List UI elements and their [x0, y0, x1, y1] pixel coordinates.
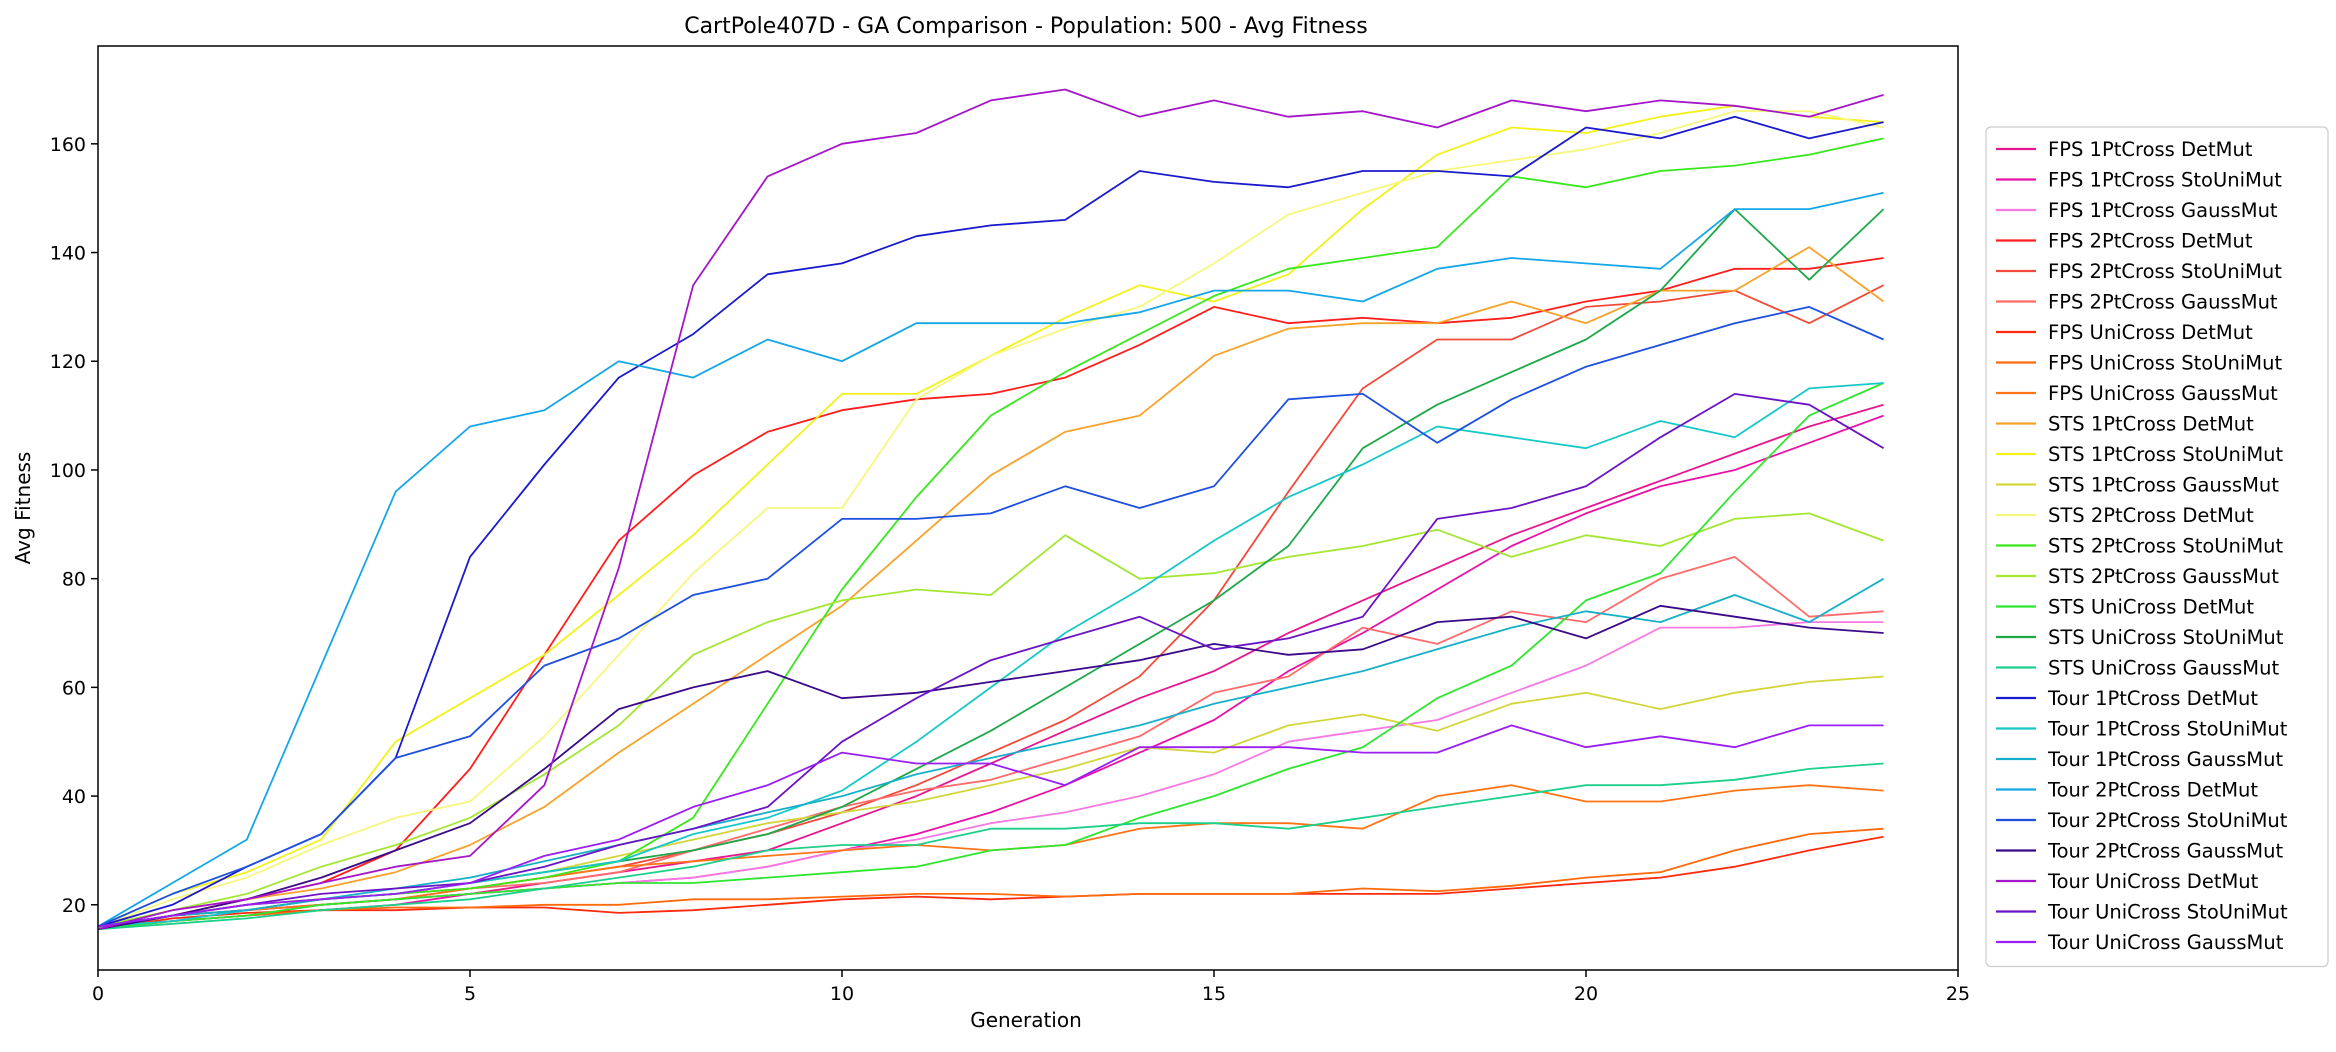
y-tick-label: 120	[50, 351, 86, 373]
series-line	[97, 284, 1885, 931]
series-line	[97, 382, 1884, 931]
series-line	[97, 191, 1884, 928]
x-tick-label: 5	[464, 983, 476, 1005]
legend-label: Tour 2PtCross GaussMut	[2047, 840, 2283, 863]
series-line	[97, 137, 1884, 931]
series-line	[97, 305, 1884, 928]
series-line	[97, 827, 1884, 931]
series-line	[97, 246, 1885, 931]
legend-label: FPS 2PtCross DetMut	[2048, 230, 2253, 253]
plot-area	[97, 88, 1885, 931]
series-line	[97, 110, 1884, 928]
y-tick-label: 20	[62, 895, 86, 917]
series-line	[97, 208, 1885, 928]
legend-label: FPS UniCross GaussMut	[2048, 382, 2278, 405]
series-line	[97, 392, 1885, 928]
legend-label: FPS 1PtCross DetMut	[2048, 138, 2253, 161]
legend-box	[1985, 126, 2329, 968]
legend-label: FPS UniCross DetMut	[2048, 321, 2253, 344]
legend-label: STS UniCross DetMut	[2048, 596, 2254, 619]
x-tick-label: 25	[1946, 983, 1970, 1005]
series-line	[97, 556, 1884, 928]
legend-label: STS 1PtCross StoUniMut	[2048, 443, 2284, 466]
legend-label: FPS 1PtCross GaussMut	[2048, 199, 2278, 222]
legend-label: Tour UniCross DetMut	[2047, 870, 2259, 893]
series-line	[97, 762, 1884, 931]
legend-label: STS UniCross StoUniMut	[2048, 626, 2284, 649]
series-line	[97, 835, 1884, 931]
legend-label: Tour 1PtCross StoUniMut	[2047, 718, 2288, 741]
series-line	[97, 403, 1884, 928]
legend-label: Tour 2PtCross StoUniMut	[2047, 809, 2288, 832]
series-line	[97, 88, 1884, 931]
y-tick-label: 80	[62, 569, 86, 591]
series-line	[97, 512, 1884, 928]
plot-frame	[97, 45, 1959, 971]
chart-title: CartPole407D - GA Comparison - Populatio…	[684, 14, 1368, 39]
series-line	[97, 115, 1884, 928]
legend-label: Tour 1PtCross GaussMut	[2047, 748, 2283, 771]
y-tick-label: 160	[50, 134, 86, 156]
legend-label: FPS 1PtCross StoUniMut	[2048, 169, 2282, 192]
x-tick-label: 0	[92, 983, 104, 1005]
legend-label: FPS 2PtCross GaussMut	[2048, 291, 2278, 314]
x-axis: 0 5 10 15 20 25	[92, 970, 1970, 1005]
legend-label: STS UniCross GaussMut	[2048, 657, 2279, 680]
legend-label: Tour 1PtCross DetMut	[2047, 687, 2258, 710]
legend-label: Tour UniCross StoUniMut	[2047, 901, 2288, 924]
legend-label: STS 1PtCross GaussMut	[2048, 474, 2279, 497]
y-tick-label: 140	[50, 243, 86, 265]
legend-label: FPS UniCross StoUniMut	[2048, 352, 2282, 375]
legend-label: FPS 2PtCross StoUniMut	[2048, 260, 2282, 283]
legend-label: Tour UniCross GaussMut	[2047, 931, 2284, 954]
legend-label: Tour 2PtCross DetMut	[2047, 779, 2258, 802]
x-tick-label: 15	[1202, 983, 1226, 1005]
legend-label: STS 2PtCross GaussMut	[2048, 565, 2279, 588]
y-axis-label: Avg Fitness	[11, 452, 35, 565]
y-tick-label: 60	[62, 677, 86, 699]
y-axis: 20 40 60 80 100 120 140 160	[50, 134, 98, 917]
series-line	[97, 784, 1884, 928]
series-line	[97, 724, 1884, 928]
legend-label: STS 2PtCross StoUniMut	[2048, 535, 2284, 558]
x-tick-label: 20	[1574, 983, 1598, 1005]
x-tick-label: 10	[830, 983, 854, 1005]
legend-label: STS 2PtCross DetMut	[2048, 504, 2254, 527]
y-tick-label: 100	[50, 460, 86, 482]
x-axis-label: Generation	[970, 1008, 1082, 1032]
legend: FPS 1PtCross DetMut FPS 1PtCross StoUniMu…	[1985, 126, 2329, 968]
series-line	[97, 104, 1884, 928]
y-tick-label: 40	[62, 786, 86, 808]
series-line	[97, 382, 1884, 928]
series-line	[97, 604, 1884, 931]
legend-label: STS 1PtCross DetMut	[2048, 413, 2254, 436]
